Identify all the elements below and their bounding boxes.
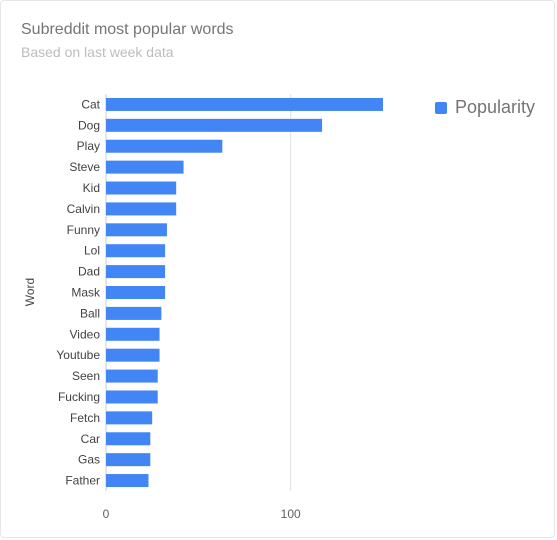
bar-father[interactable] [106,474,149,488]
legend-label: Popularity [455,97,536,117]
category-label: Fetch [70,411,100,425]
chart-title: Subreddit most popular words [21,21,234,38]
y-axis-label: Word [23,277,37,307]
bar-fucking[interactable] [106,390,158,404]
bar-youtube[interactable] [106,348,160,362]
category-label: Play [77,139,100,153]
bar-gas[interactable] [106,453,151,467]
bar-seen[interactable] [106,369,158,383]
bar-lol[interactable] [106,244,166,258]
category-label: Dog [78,118,100,132]
category-label: Fucking [58,390,100,404]
category-label: Ball [80,306,100,320]
category-label: Video [70,327,101,341]
x-tick-label: 0 [103,507,110,521]
category-label: Funny [67,223,100,237]
legend-swatch [435,101,447,114]
category-label: Calvin [67,202,100,216]
category-label: Kid [83,181,100,195]
bar-video[interactable] [106,327,160,341]
category-label: Youtube [56,348,100,362]
bar-fetch[interactable] [106,411,153,425]
bar-funny[interactable] [106,223,167,237]
bar-car[interactable] [106,432,151,446]
bar-steve[interactable] [106,160,184,174]
bar-cat[interactable] [106,97,383,111]
bar-mask[interactable] [106,286,166,299]
x-tick-label: 100 [281,507,301,521]
bar-ball[interactable] [106,306,162,320]
chart-subtitle: Based on last week data [21,44,174,60]
category-label: Cat [81,97,100,111]
category-label: Car [81,432,100,446]
category-label: Seen [72,369,100,383]
category-label: Gas [78,453,100,467]
category-label: Dad [78,265,100,279]
legend[interactable]: Popularity [435,97,535,118]
bar-dad[interactable] [106,265,166,279]
category-label: Lol [84,244,100,258]
bar-calvin[interactable] [106,202,177,216]
category-label: Mask [71,286,101,300]
bar-play[interactable] [106,139,223,153]
bar-kid[interactable] [106,181,177,195]
category-label: Steve [69,160,100,174]
bar-dog[interactable] [106,118,323,132]
category-label: Father [65,474,100,488]
